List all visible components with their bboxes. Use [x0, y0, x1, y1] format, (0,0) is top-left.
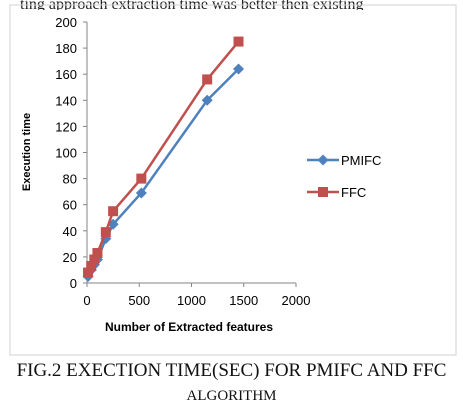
data-point-ffc	[202, 74, 213, 85]
y-tick-label: 120	[55, 119, 77, 134]
figure-caption-line2: ALGORITHM	[186, 388, 277, 404]
x-tick-label: 500	[128, 293, 150, 308]
legend-marker	[318, 187, 328, 197]
x-axis-label: Number of Extracted features	[105, 320, 273, 334]
figure-caption: FIG.2 EXECTION TIME(SEC) FOR PMIFC AND F…	[16, 360, 447, 381]
data-point-ffc	[83, 267, 94, 278]
y-axis-label: Execution time	[21, 113, 33, 191]
legend-label: PMIFC	[341, 153, 381, 168]
x-tick-label: 0	[83, 293, 90, 308]
series-line-ffc	[86, 40, 240, 274]
y-tick-label: 200	[55, 15, 77, 30]
series-line-pmifc	[86, 68, 240, 278]
y-tick-label: 20	[63, 250, 77, 265]
x-tick-label: 1000	[177, 293, 206, 308]
data-point-pmifc	[233, 63, 245, 75]
data-point-pmifc	[135, 187, 147, 199]
x-tick-label: 2000	[282, 293, 311, 308]
series-pmifc	[82, 63, 245, 282]
y-tick-label: 140	[55, 93, 77, 108]
series-ffc	[83, 36, 244, 278]
y-tick-label: 180	[55, 41, 77, 56]
data-point-ffc	[108, 206, 119, 217]
x-tick-label: 1500	[229, 293, 258, 308]
legend-item-ffc: FFC	[307, 185, 366, 200]
data-point-ffc	[86, 261, 97, 272]
chart-border	[9, 4, 457, 356]
legend: PMIFC FFC	[307, 153, 381, 200]
series-layer	[82, 36, 245, 282]
legend-item-pmifc: PMIFC	[307, 153, 381, 168]
y-tick-label: 60	[63, 198, 77, 213]
data-point-ffc	[92, 247, 103, 258]
y-tick-label: 160	[55, 67, 77, 82]
y-tick-label: 40	[63, 224, 77, 239]
y-tick-label: 80	[63, 172, 77, 187]
y-tick-label: 0	[70, 276, 77, 291]
y-tick-label: 100	[55, 146, 77, 161]
data-point-ffc	[136, 173, 147, 184]
data-point-ffc	[89, 254, 100, 265]
data-point-ffc	[100, 227, 111, 238]
legend-marker	[317, 154, 329, 166]
data-point-pmifc	[201, 94, 213, 106]
legend-label: FFC	[341, 185, 366, 200]
data-point-ffc	[233, 36, 244, 47]
